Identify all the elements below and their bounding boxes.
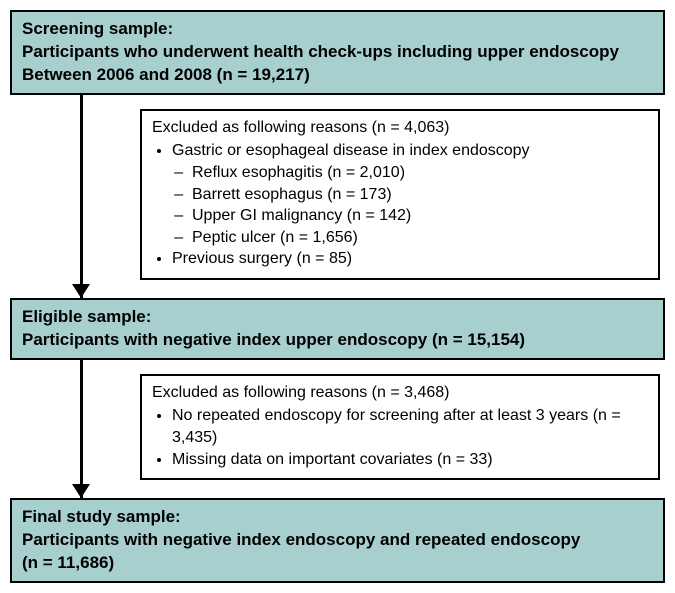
final-desc-2: (n = 11,686) [22,552,653,575]
exclusion1-item-disease-label: Gastric or esophageal disease in index e… [172,142,530,159]
arrow-2 [72,484,90,498]
screening-title: Screening sample: [22,18,653,41]
eligible-desc: Participants with negative index upper e… [22,329,653,352]
eligible-title: Eligible sample: [22,306,653,329]
exclusion1-sublist: Reflux esophagitis (n = 2,010) Barrett e… [172,162,648,248]
flowchart: Screening sample: Participants who under… [10,10,665,583]
screening-sample-box: Screening sample: Participants who under… [10,10,665,95]
arrow-1 [72,284,90,298]
final-desc-1: Participants with negative index endosco… [22,529,653,552]
exclusion2-header: Excluded as following reasons (n = 3,468… [152,382,648,404]
exclusion1-sub-reflux: Reflux esophagitis (n = 2,010) [192,162,648,184]
exclusion2-item-norepeat: No repeated endoscopy for screening afte… [172,405,648,448]
screening-desc-2: Between 2006 and 2008 (n = 19,217) [22,64,653,87]
exclusion1-sub-malignancy: Upper GI malignancy (n = 142) [192,205,648,227]
screening-desc-1: Participants who underwent health check-… [22,41,653,64]
exclusion1-item-surgery: Previous surgery (n = 85) [172,248,648,270]
exclusion1-sub-ulcer: Peptic ulcer (n = 1,656) [192,227,648,249]
final-title: Final study sample: [22,506,653,529]
exclusion-box-2: Excluded as following reasons (n = 3,468… [140,374,660,480]
exclusion2-list: No repeated endoscopy for screening afte… [152,405,648,470]
exclusion1-list: Gastric or esophageal disease in index e… [152,140,648,270]
exclusion1-item-disease: Gastric or esophageal disease in index e… [172,140,648,248]
final-sample-box: Final study sample: Participants with ne… [10,498,665,583]
exclusion-box-1: Excluded as following reasons (n = 4,063… [140,109,660,280]
exclusion1-sub-barrett: Barrett esophagus (n = 173) [192,184,648,206]
eligible-sample-box: Eligible sample: Participants with negat… [10,298,665,360]
exclusion2-item-missing: Missing data on important covariates (n … [172,449,648,471]
exclusion1-header: Excluded as following reasons (n = 4,063… [152,117,648,139]
